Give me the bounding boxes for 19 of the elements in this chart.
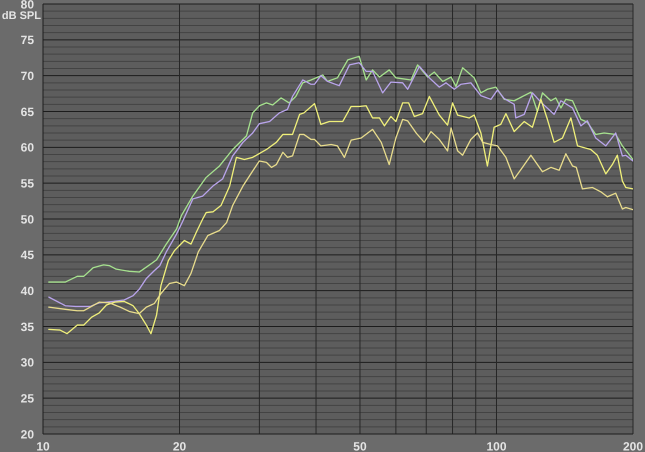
- x-tick-label: 20: [172, 440, 187, 452]
- x-tick-label: 100: [486, 440, 507, 452]
- x-tick-label: 10: [36, 440, 50, 452]
- x-tick-label: 200: [622, 440, 644, 452]
- y-tick-label: 55: [20, 176, 34, 190]
- y-tick-label: 70: [20, 68, 34, 83]
- y-tick-label: 35: [20, 320, 34, 334]
- y-tick-label: 30: [20, 356, 34, 370]
- x-tick-label: 50: [353, 440, 367, 452]
- y-tick-label: 20: [20, 427, 34, 442]
- y-tick-label: 50: [20, 212, 34, 226]
- y-axis-title: dB SPL: [0, 10, 41, 23]
- y-tick-label: 75: [20, 33, 34, 48]
- y-tick-label: 45: [20, 248, 34, 262]
- y-tick-label: 40: [20, 284, 34, 298]
- y-tick-label: 65: [20, 104, 34, 119]
- y-tick-label: 25: [20, 391, 34, 406]
- y-tick-label: 60: [20, 140, 34, 155]
- y-tick-label: 80: [20, 0, 34, 12]
